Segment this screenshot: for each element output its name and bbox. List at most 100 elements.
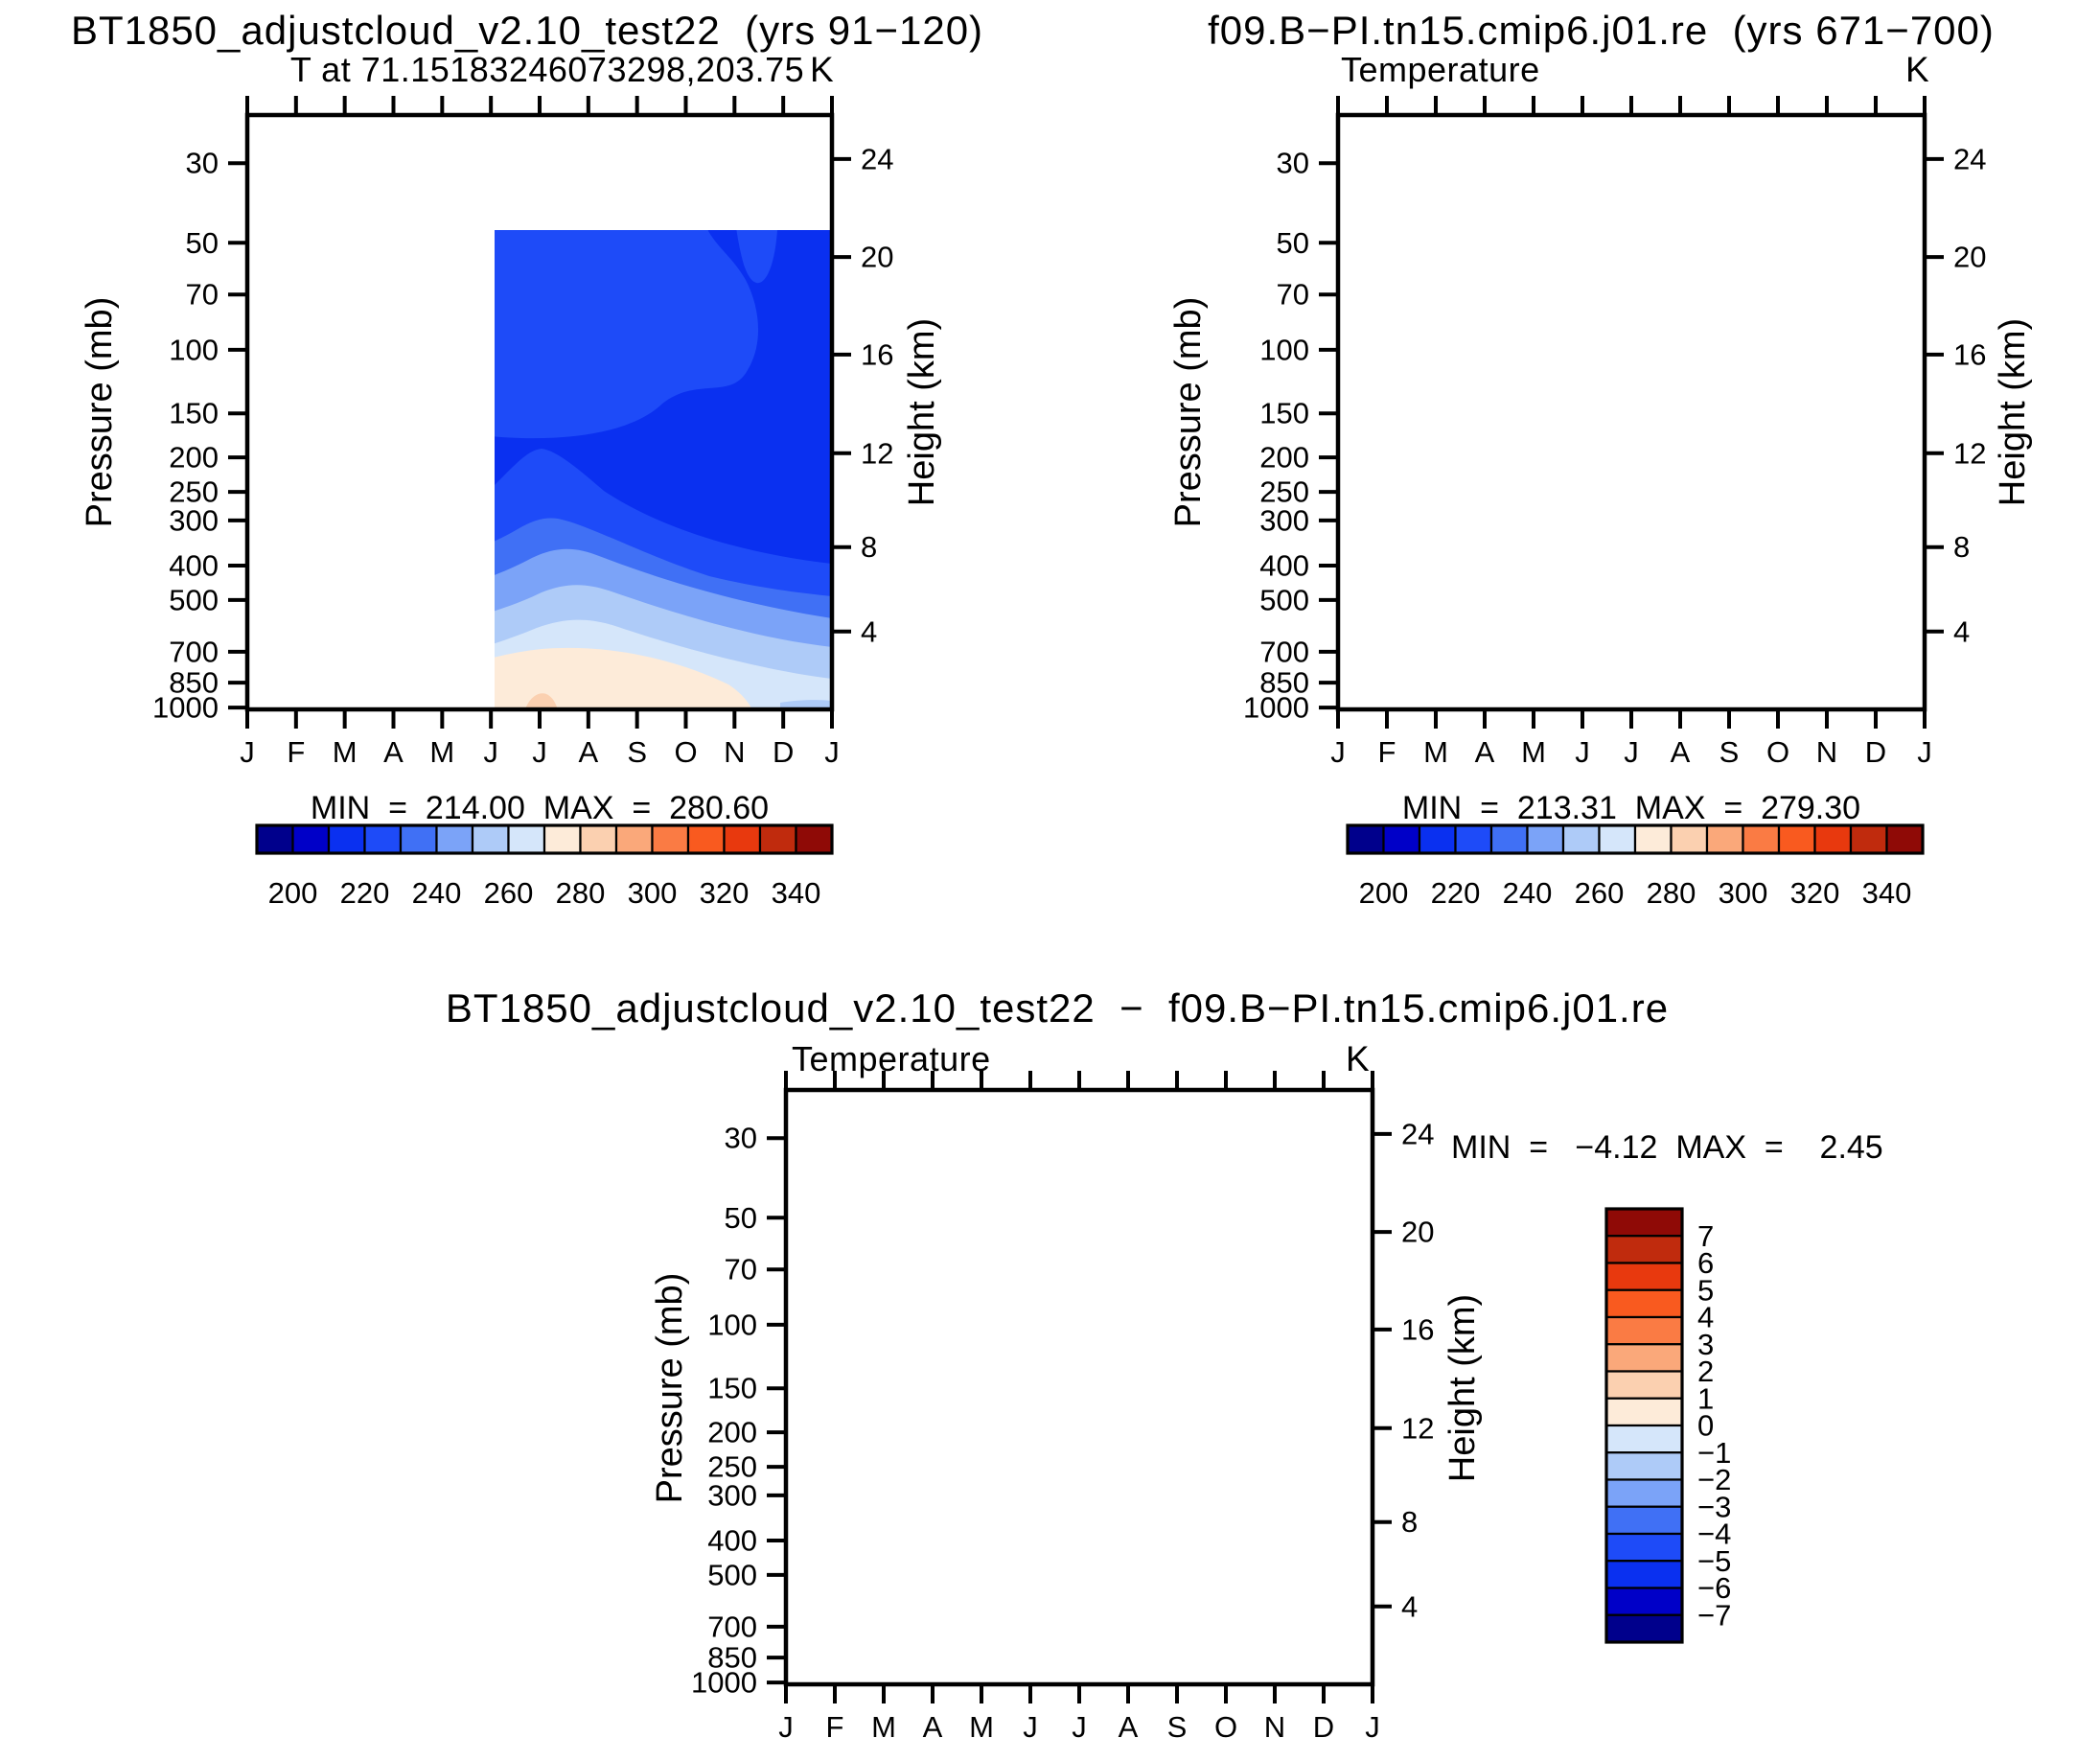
month-tick-label: J	[1330, 735, 1346, 769]
panel2-pressure-axis-label: Pressure (mb)	[1168, 296, 1209, 528]
colorbar-cell	[1604, 1262, 1684, 1291]
panel1-subtitle: T at 71.15183246073298,203.75	[289, 50, 805, 89]
colorbar-cell	[1604, 1343, 1684, 1373]
colorbar-tick-label: −1	[1697, 1436, 1731, 1470]
height-tick-label: 20	[1953, 241, 1986, 274]
pressure-tick-label: 150	[707, 1372, 757, 1405]
colorbar-tick-label: 260	[1575, 876, 1625, 910]
height-tick-label: 4	[1953, 614, 1970, 648]
contour-band	[525, 693, 558, 709]
colorbar-cell	[399, 823, 438, 855]
contour-field	[786, 1090, 1373, 1684]
month-tick-label: O	[1766, 735, 1789, 769]
colorbar-cell	[1604, 1397, 1684, 1427]
colorbar-cell	[1489, 823, 1529, 855]
panel1-height-axis-label: Height (km)	[902, 317, 942, 507]
colorbar-cell	[327, 823, 366, 855]
colorbar-cell	[1454, 823, 1493, 855]
contour-band	[1338, 470, 1925, 709]
pressure-tick-label: 1000	[152, 691, 219, 725]
pressure-tick-label: 400	[1259, 548, 1309, 582]
colorbar-frame	[255, 823, 834, 855]
colorbar-cell	[1604, 1587, 1684, 1616]
pressure-tick-label: 850	[707, 1641, 757, 1675]
colorbar: 200 220 240 260 280 300 320 340	[1346, 823, 1925, 910]
colorbar-frame	[1604, 1207, 1684, 1644]
month-tick-label: J	[240, 735, 255, 769]
pressure-tick-label: 70	[186, 278, 219, 312]
pressure-tick-label: 200	[169, 441, 219, 475]
pressure-tick-label: 300	[169, 503, 219, 537]
plot-border	[783, 1087, 1375, 1687]
colorbar: 200 220 240 260 280 300 320 340	[255, 823, 834, 910]
height-tick-label: 16	[1401, 1312, 1434, 1346]
panel2-unit-label: K	[1905, 50, 1929, 89]
colorbar-cell	[1598, 823, 1637, 855]
month-tick-label: J	[1072, 1710, 1087, 1738]
contour-band	[518, 115, 606, 168]
colorbar-cell	[1705, 823, 1744, 855]
panel3-subtitle: Temperature	[792, 1039, 991, 1078]
colorbar-cell	[686, 823, 726, 855]
month-tick-label: J	[824, 735, 840, 769]
panel3-unit-label: K	[1346, 1039, 1370, 1078]
pressure-tick-label: 30	[186, 147, 219, 180]
panel3-minmax: MIN = −4.12 MAX = 2.45	[1451, 1129, 1883, 1166]
colorbar-tick-label: −6	[1697, 1571, 1731, 1605]
pressure-tick-label: 100	[169, 333, 219, 366]
height-tick-label: 16	[1953, 337, 1986, 371]
colorbar-tick-label: 220	[1431, 876, 1481, 910]
pressure-tick-label: 1000	[1243, 691, 1309, 725]
month-tick-label: A	[1119, 1710, 1139, 1738]
contour-field	[1338, 115, 1925, 709]
pressure-tick-label: 30	[725, 1122, 757, 1155]
month-tick-label: J	[483, 735, 498, 769]
month-tick-label: J	[1365, 1710, 1380, 1738]
pressure-tick-label: 100	[1259, 333, 1309, 366]
colorbar-cell	[507, 823, 546, 855]
colorbar-tick-label: 7	[1697, 1219, 1714, 1253]
colorbar-tick-label: 320	[700, 876, 750, 910]
colorbar-tick-label: −5	[1697, 1544, 1731, 1578]
month-tick-label: D	[773, 735, 794, 769]
colorbar-tick-label: 240	[1503, 876, 1553, 910]
colorbar-cell	[255, 823, 294, 855]
contour-band	[495, 647, 752, 709]
month-tick-label: M	[871, 1710, 896, 1738]
month-tick-label: D	[1865, 735, 1886, 769]
colorbar-tick-label: 340	[1862, 876, 1912, 910]
colorbar-tick-label: 200	[1359, 876, 1409, 910]
month-tick-label: A	[923, 1710, 943, 1738]
month-tick-label: A	[1671, 735, 1691, 769]
colorbar-tick-label: 2	[1697, 1355, 1714, 1388]
colorbar-cell	[1604, 1478, 1684, 1508]
colorbar-cell	[1633, 823, 1673, 855]
colorbar-cell	[291, 823, 331, 855]
contour-field	[495, 115, 832, 709]
colorbar-cell	[614, 823, 654, 855]
month-tick-label: N	[1264, 1710, 1285, 1738]
colorbar-tick-label: 280	[1647, 876, 1696, 910]
pressure-tick-label: 70	[725, 1253, 757, 1286]
height-tick-label: 4	[1401, 1589, 1418, 1623]
pressure-tick-label: 250	[707, 1450, 757, 1484]
month-tick-label: J	[1917, 735, 1932, 769]
colorbar-cell	[1742, 823, 1781, 855]
contour-band	[1474, 648, 1845, 709]
panel3-height-axis-label: Height (km)	[1442, 1293, 1483, 1483]
month-tick-label: F	[1378, 735, 1396, 769]
colorbar-tick-label: 340	[772, 876, 821, 910]
panel1-title: BT1850_adjustcloud_v2.10_test22 (yrs 91−…	[70, 8, 984, 53]
pressure-tick-label: 250	[1259, 475, 1309, 509]
pressure-tick-label: 70	[1277, 278, 1309, 312]
colorbar-cell	[1418, 823, 1457, 855]
colorbar-tick-label: 6	[1697, 1246, 1714, 1280]
contour-band	[1338, 115, 1925, 709]
colorbar-tick-label: 320	[1790, 876, 1840, 910]
panel2-subtitle: Temperature	[1341, 50, 1540, 89]
colorbar-tick-label: 3	[1697, 1328, 1714, 1361]
colorbar-cell	[1885, 823, 1925, 855]
contour-band	[1338, 620, 1925, 709]
